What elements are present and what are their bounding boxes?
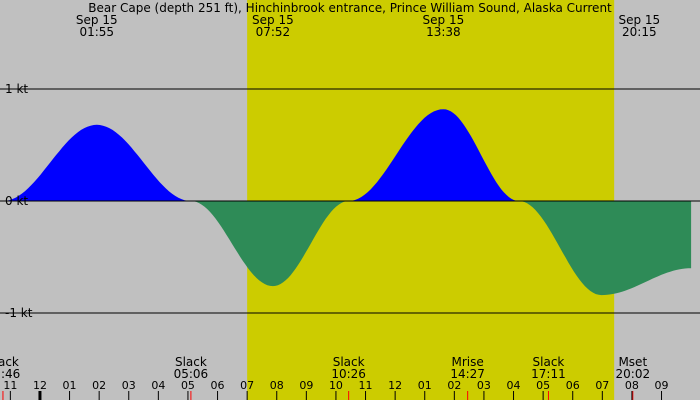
hour-tick-label-20: 07 [595,379,609,392]
top-event-date-2: Sep 15 [423,13,465,27]
hour-tick-label-12: 11 [359,379,373,392]
hour-tick-label-18: 05 [536,379,550,392]
bottom-event-label-1: Slack [175,355,207,369]
hour-tick-label-5: 04 [151,379,165,392]
bottom-event-time-5: 20:02 [616,367,651,381]
current-area-layer [3,109,692,296]
bottom-event-label-5: Mset [618,355,647,369]
hour-tick-label-6: 05 [181,379,195,392]
hour-tick-label-0: 11 [3,379,17,392]
hour-tick-label-11: 10 [329,379,343,392]
bottom-event-time-2: 10:26 [331,367,366,381]
hour-tick-label-9: 08 [270,379,284,392]
top-event-date-3: Sep 15 [618,13,660,27]
y-tick-label-2: -1 kt [5,306,33,320]
flood-area-0 [3,124,191,201]
bottom-event-time-1: 05:06 [174,367,209,381]
y-tick-label-1: 0 kt [5,194,28,208]
hour-tick-label-22: 09 [655,379,669,392]
hour-tick-label-15: 02 [447,379,461,392]
top-event-date-0: Sep 15 [76,13,118,27]
hour-tick-label-1: 12 [33,379,47,392]
bottom-event-label-2: Slack [333,355,365,369]
bottom-event-label-3: Mrise [452,355,484,369]
bottom-event-time-0: 22:46 [0,367,20,381]
top-event-time-1: 07:52 [256,25,291,39]
bottom-event-time-3: 14:27 [450,367,485,381]
bottom-event-label-4: Slack [533,355,565,369]
grid-layer: 1 kt 0 kt -1 kt [0,82,700,320]
bottom-event-time-4: 17:11 [531,367,566,381]
hour-tick-label-19: 06 [566,379,580,392]
bottom-event-label-0: Slack [0,355,19,369]
hour-tick-label-8: 07 [240,379,254,392]
y-tick-label-0: 1 kt [5,82,28,96]
hour-tick-label-10: 09 [299,379,313,392]
hour-tick-label-4: 03 [122,379,136,392]
chart-title: Bear Cape (depth 251 ft), Hinchinbrook e… [88,1,612,15]
hour-tick-label-3: 02 [92,379,106,392]
flood-area-2 [348,109,519,201]
hour-tick-label-7: 06 [211,379,225,392]
hour-tick-label-13: 12 [388,379,402,392]
hour-tick-label-17: 04 [507,379,521,392]
ebb-area-3 [518,201,692,296]
top-event-time-3: 20:15 [622,25,657,39]
bottom-event-labels: Slack22:46Slack05:06Slack10:26Mrise14:27… [0,355,650,400]
top-event-date-1: Sep 15 [252,13,294,27]
hour-tick-label-14: 01 [418,379,432,392]
hour-tick-label-21: 08 [625,379,639,392]
top-event-time-2: 13:38 [426,25,461,39]
ebb-area-1 [190,201,349,287]
top-event-time-0: 01:55 [79,25,114,39]
hour-tick-label-2: 01 [63,379,77,392]
hour-tick-label-16: 03 [477,379,491,392]
hour-axis: 11 12 01 02 03 04 05 06 07 08 09 10 11 12 01 02 03 04 05 06… [3,379,669,400]
